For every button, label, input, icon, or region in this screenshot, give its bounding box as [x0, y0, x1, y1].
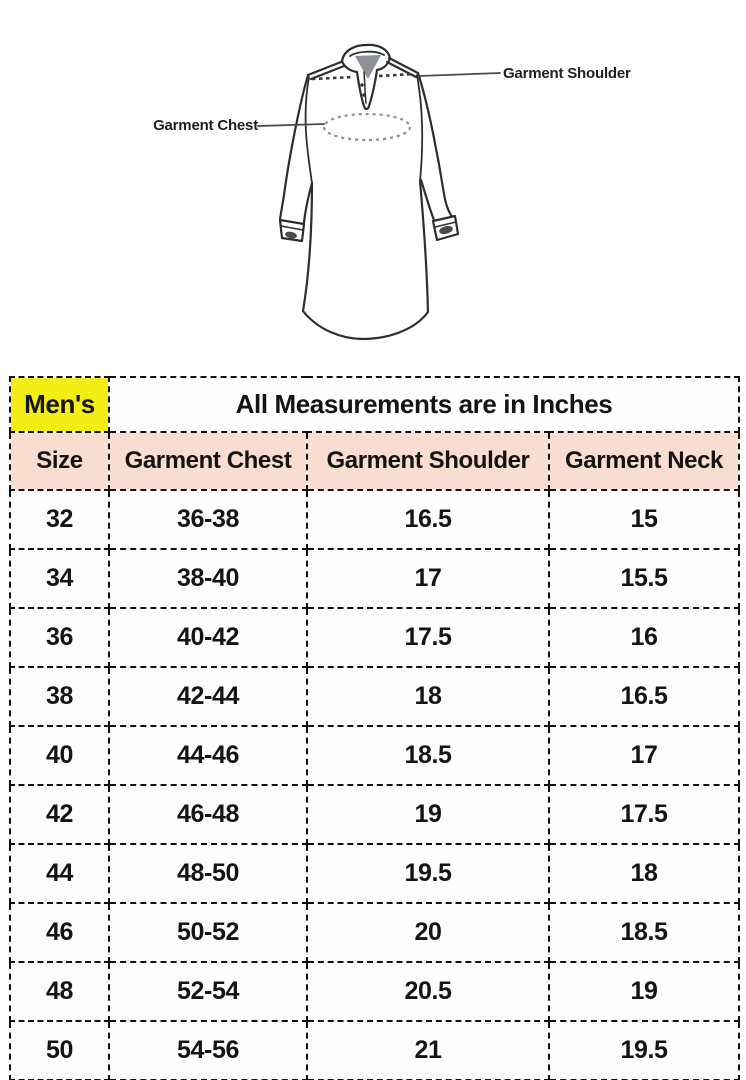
cell-size: 38 [9, 666, 110, 727]
collar-inner-fill [355, 55, 381, 79]
table-row: 34 38-40 17 15.5 [9, 548, 741, 609]
cell-chest: 52-54 [108, 961, 308, 1022]
cell-size: 36 [9, 607, 110, 668]
cell-neck: 15 [547, 489, 741, 550]
cuff-right-seam [434, 221, 457, 228]
cuff-right-opening [439, 225, 453, 235]
cuff-left-seam [280, 225, 304, 231]
armhole-right [416, 74, 424, 182]
body-side-right [418, 179, 430, 314]
cell-neck: 15.5 [547, 548, 741, 609]
armhole-left [304, 76, 313, 184]
table-row: 46 50-52 20 18.5 [9, 902, 741, 963]
sleeve-right-outer [416, 71, 455, 220]
cell-neck: 18.5 [547, 902, 741, 963]
table-row: 44 48-50 19.5 18 [9, 843, 741, 904]
cell-shoulder: 19.5 [306, 843, 550, 904]
body-side-left [301, 181, 314, 313]
collar-bottom-right [375, 56, 392, 72]
button-dot [362, 93, 366, 97]
garment-diagram: Garment Chest Garment Shoulder [0, 0, 746, 372]
shoulder-label: Garment Shoulder [503, 65, 631, 82]
cell-shoulder: 17 [306, 548, 550, 609]
column-header-garment-chest: Garment Chest [108, 431, 308, 491]
table-header-row: Size Garment Chest Garment Shoulder Garm… [9, 431, 741, 491]
chest-label: Garment Chest [153, 117, 258, 134]
cell-neck: 19 [547, 961, 741, 1022]
cell-shoulder: 19 [306, 784, 550, 845]
collar-inner-edge [349, 50, 385, 57]
cell-size: 32 [9, 489, 110, 550]
size-table-body: 32 36-38 16.5 15 34 38-40 17 15.5 36 40-42 17.5 16 3… [9, 489, 741, 1080]
cell-chest: 46-48 [108, 784, 308, 845]
cell-shoulder: 21 [306, 1020, 550, 1080]
cell-shoulder: 18.5 [306, 725, 550, 786]
cell-shoulder: 20 [306, 902, 550, 963]
shoulder-leader-line [418, 72, 501, 77]
hem-curve [301, 309, 430, 341]
column-header-garment-neck: Garment Neck [547, 431, 741, 491]
cell-neck: 16.5 [547, 666, 741, 727]
cell-chest: 42-44 [108, 666, 308, 727]
cell-size: 48 [9, 961, 110, 1022]
group-label-cell: Men's [9, 376, 110, 433]
cell-neck: 17 [547, 725, 741, 786]
table-row: 38 42-44 18 16.5 [9, 666, 741, 727]
cell-shoulder: 18 [306, 666, 550, 727]
cell-size: 50 [9, 1020, 110, 1080]
cell-chest: 38-40 [108, 548, 308, 609]
cell-shoulder: 17.5 [306, 607, 550, 668]
chest-dotted-ellipse [322, 112, 412, 142]
cell-chest: 48-50 [108, 843, 308, 904]
shoulder-dotted-line [311, 72, 415, 81]
size-chart-table: Men's All Measurements are in Inches Siz… [9, 376, 741, 1080]
collar-icon [340, 43, 392, 63]
placket-outline [355, 68, 379, 111]
cell-shoulder: 16.5 [306, 489, 550, 550]
cell-neck: 19.5 [547, 1020, 741, 1080]
cell-neck: 18 [547, 843, 741, 904]
cell-chest: 54-56 [108, 1020, 308, 1080]
table-row: 36 40-42 17.5 16 [9, 607, 741, 668]
table-title-row: Men's All Measurements are in Inches [9, 376, 741, 433]
cell-chest: 44-46 [108, 725, 308, 786]
cell-size: 40 [9, 725, 110, 786]
table-row: 40 44-46 18.5 17 [9, 725, 741, 786]
sleeve-right-inner [419, 178, 436, 222]
cell-chest: 36-38 [108, 489, 308, 550]
garment-sketch [257, 43, 501, 341]
column-header-garment-shoulder: Garment Shoulder [306, 431, 550, 491]
collar-bottom-left [340, 59, 359, 74]
cell-neck: 17.5 [547, 784, 741, 845]
cell-neck: 16 [547, 607, 741, 668]
table-row: 48 52-54 20.5 19 [9, 961, 741, 1022]
button-dot [360, 83, 364, 87]
cell-size: 34 [9, 548, 110, 609]
cuff-left-opening [285, 231, 297, 239]
cell-size: 44 [9, 843, 110, 904]
table-row: 42 46-48 19 17.5 [9, 784, 741, 845]
cell-shoulder: 20.5 [306, 961, 550, 1022]
column-header-size: Size [9, 431, 110, 491]
placket-center-line [363, 71, 367, 104]
sleeve-left-outer [278, 73, 310, 221]
cell-chest: 40-42 [108, 607, 308, 668]
table-row: 32 36-38 16.5 15 [9, 489, 741, 550]
table-row: 50 54-56 21 19.5 [9, 1020, 741, 1080]
chest-leader-line [257, 123, 325, 127]
cell-size: 46 [9, 902, 110, 963]
cell-chest: 50-52 [108, 902, 308, 963]
shoulder-seam-left [306, 60, 346, 81]
cell-size: 42 [9, 784, 110, 845]
table-title-cell: All Measurements are in Inches [107, 376, 741, 433]
shoulder-seam-right [385, 56, 420, 79]
